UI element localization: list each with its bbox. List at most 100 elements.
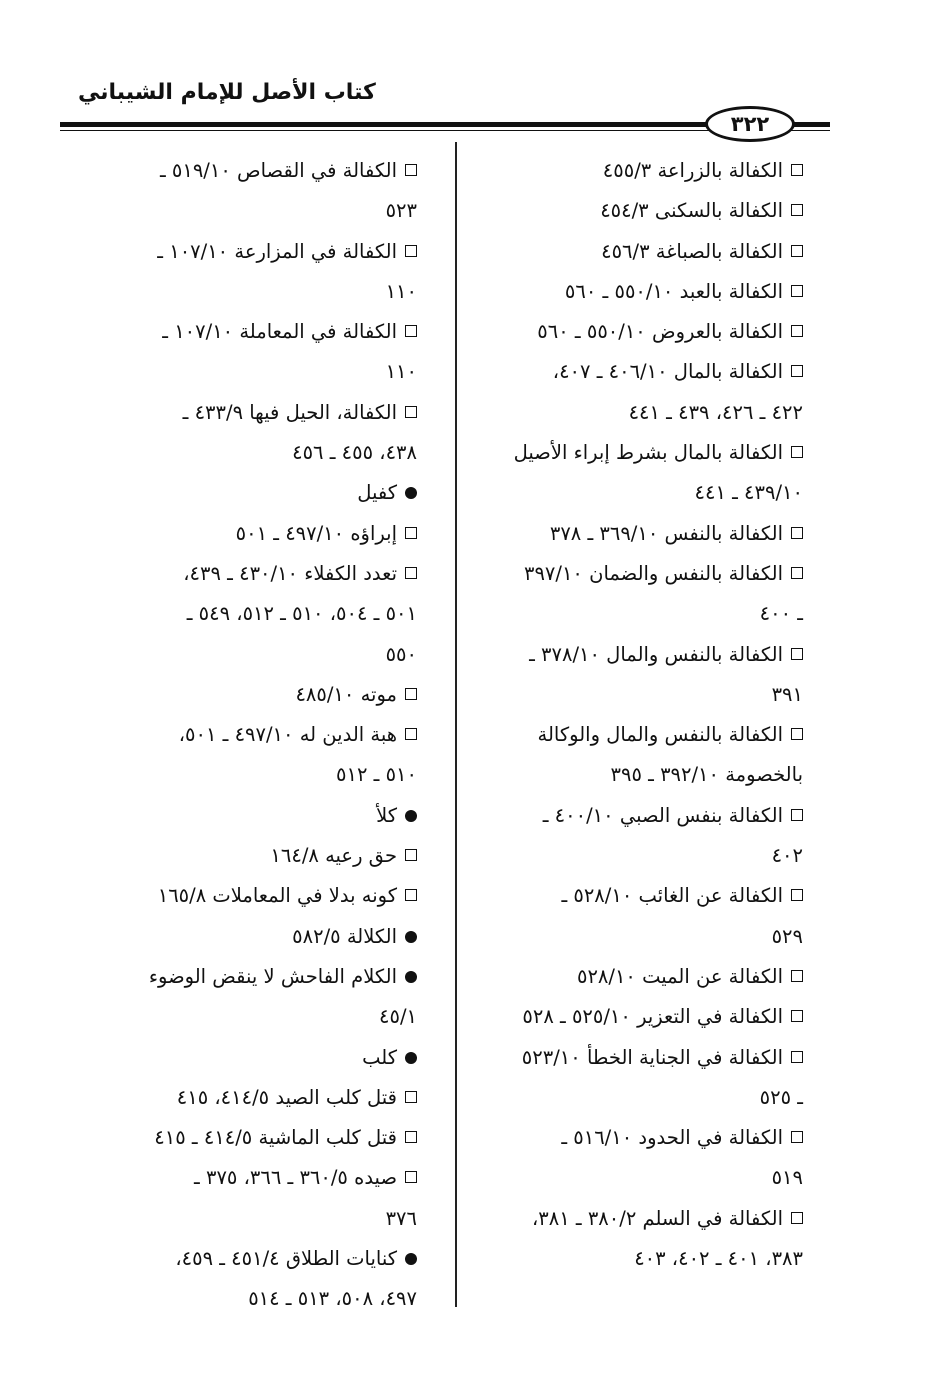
- entry-text: كفيل: [357, 481, 397, 505]
- entry-line: الكفالة في التعزير ٥٢٥/١٠ ـ ٥٢٨: [463, 1002, 803, 1042]
- index-heading: كلأ: [72, 801, 417, 841]
- entry-text: الكفالة بالنفس ٣٦٩/١٠ ـ ٣٧٨: [549, 521, 783, 545]
- entry-line: الكفالة بالعروض ٥٥٠/١٠ ـ ٥٦٠: [463, 317, 803, 357]
- entry-text: صيده ٣٦٠/٥ ـ ٣٦٦، ٣٧٥ ـ: [194, 1166, 397, 1190]
- bullet-square-icon: [791, 446, 803, 459]
- index-entry: الكفالة في المزارعة ١٠٧/١٠ ـ ١١٠: [72, 237, 417, 318]
- entry-text: الكفالة بالسكنى ٤٥٤/٣: [600, 199, 783, 223]
- entry-text: الكلام الفاحش لا ينقض الوضوء: [148, 964, 397, 988]
- entry-line: هبة الدين له ٤٩٧/١٠ ـ ٥٠١،: [72, 720, 417, 760]
- bullet-square-icon: [791, 1010, 803, 1023]
- entry-line: ٤٥/١: [72, 1002, 417, 1042]
- entry-text: كنايات الطلاق ٤٥١/٤ ـ ٤٥٩،: [175, 1247, 397, 1271]
- entry-text: الكفالة في السلم ٣٨٠/٢ ـ ٣٨١،: [531, 1206, 783, 1230]
- entry-line: ١١٠: [72, 357, 417, 397]
- entry-text: الكفالة في المزارعة ١٠٧/١٠ ـ: [157, 239, 397, 263]
- entry-text: الكفالة في القصاص ٥١٩/١٠ ـ: [159, 159, 397, 182]
- bullet-dot-icon: [405, 809, 417, 822]
- bullet-dot-icon: [405, 487, 417, 500]
- entry-line: ٥١٩: [463, 1163, 803, 1203]
- bullet-square-icon: [405, 849, 417, 862]
- index-entry: موته ٤٨٥/١٠: [72, 680, 417, 720]
- entry-text: الكفالة بالصباغة ٤٥٦/٣: [601, 239, 783, 263]
- entry-text: ١١٠: [385, 360, 417, 384]
- entry-line: ٣٩١: [463, 680, 803, 720]
- bullet-square-icon: [791, 365, 803, 378]
- entry-line: ٥٢٩: [463, 922, 803, 962]
- index-entry: كونه بدلا في المعاملات ١٦٥/٨: [72, 881, 417, 921]
- entry-text: إبراؤه ٤٩٧/١٠ ـ ٥٠١: [235, 521, 397, 545]
- bullet-dot-icon: [405, 1051, 417, 1064]
- entry-line: الكفالة في المزارعة ١٠٧/١٠ ـ: [72, 237, 417, 277]
- bullet-square-icon: [791, 164, 803, 176]
- header-rule-thin: [60, 130, 830, 131]
- entry-line: ـ ٤٠٠: [463, 599, 803, 639]
- bullet-square-icon: [791, 244, 803, 257]
- entry-text: ـ ٥٢٥: [759, 1085, 803, 1109]
- entry-line: الكفالة بنفس الصبي ٤٠٠/١٠ ـ: [463, 801, 803, 841]
- bullet-square-icon: [405, 889, 417, 902]
- entry-line: صيده ٣٦٠/٥ ـ ٣٦٦، ٣٧٥ ـ: [72, 1163, 417, 1203]
- entry-text: الكفالة بالنفس والضمان ٣٩٧/١٠: [523, 561, 783, 585]
- entry-text: الكفالة في الحدود ٥١٦/١٠ ـ: [561, 1126, 783, 1150]
- index-entry: الكفالة بالمال بشرط إبراء الأصيل ٤٣٩/١٠ ـ…: [463, 438, 803, 519]
- entry-line: الكفالة بالمال ٤٠٦/١٠ ـ ٤٠٧،: [463, 357, 803, 397]
- bullet-square-icon: [405, 566, 417, 579]
- entry-text: هبة الدين له ٤٩٧/١٠ ـ ٥٠١،: [178, 723, 397, 747]
- entry-line: قتل كلب الصيد ٤١٤/٥، ٤١٥: [72, 1083, 417, 1123]
- entry-line: تعدد الكفلاء ٤٣٠/١٠ ـ ٤٣٩،: [72, 559, 417, 599]
- bullet-square-icon: [405, 164, 417, 176]
- entry-line: الكفالة بالزراعة ٤٥٥/٣: [463, 156, 803, 196]
- page-number: ٣٢٢: [705, 106, 795, 142]
- entry-text: ٥٥٠: [385, 642, 417, 666]
- entry-line: الكفالة عن الغائب ٥٢٨/١٠ ـ: [463, 881, 803, 921]
- index-entry: الكفالة في الحدود ٥١٦/١٠ ـ ٥١٩: [463, 1123, 803, 1204]
- entry-text: الكفالة بالمال ٤٠٦/١٠ ـ ٤٠٧،: [552, 360, 783, 384]
- entry-line: ٤٣٩/١٠ ـ ٤٤١: [463, 478, 804, 518]
- entry-text: ٤٣٩/١٠ ـ ٤٤١: [694, 481, 804, 505]
- entry-text: ٤٢٢ ـ ٤٢٦، ٤٣٩ ـ ٤٤١: [628, 400, 803, 424]
- entry-text: الكفالة، الحيل فيها ٤٣٣/٩ ـ: [182, 400, 397, 424]
- bullet-square-icon: [791, 808, 803, 821]
- index-column-right: الكفالة بالزراعة ٤٥٥/٣ الكفالة بالسكنى ٤٥…: [463, 156, 803, 1284]
- index-entry: حق رعيه ١٦٤/٨: [72, 841, 417, 881]
- index-entry: الكفالة بالنفس والمال والوكالة بالخصومة ٣…: [463, 720, 803, 801]
- entry-text: الكفالة بالزراعة ٤٥٥/٣: [602, 159, 783, 182]
- entry-line: ـ ٥٢٥: [463, 1083, 803, 1123]
- entry-line: ٤٠٢: [463, 841, 803, 881]
- entry-line: الكفالة عن الميت ٥٢٨/١٠: [463, 962, 803, 1002]
- bullet-square-icon: [791, 1050, 803, 1063]
- index-heading: كنايات الطلاق ٤٥١/٤ ـ ٤٥٩، ٤٩٧، ٥٠٨، ٥١٣ …: [72, 1244, 417, 1325]
- entry-line: كلب: [72, 1043, 417, 1083]
- column-divider: [455, 142, 457, 1307]
- index-entry: قتل كلب الماشية ٤١٤/٥ ـ ٤١٥: [72, 1123, 417, 1163]
- bullet-square-icon: [791, 1131, 803, 1144]
- bullet-square-icon: [791, 889, 803, 902]
- entry-text: بالخصومة ٣٩٢/١٠ ـ ٣٩٥: [610, 763, 803, 787]
- index-entry: الكفالة بالصباغة ٤٥٦/٣: [463, 237, 803, 277]
- bullet-square-icon: [405, 687, 417, 700]
- bullet-square-icon: [791, 566, 803, 579]
- entry-text: الكفالة بالنفس والمال والوكالة: [537, 723, 783, 747]
- entry-text: ٥٢٣: [385, 199, 417, 223]
- entry-line: بالخصومة ٣٩٢/١٠ ـ ٣٩٥: [463, 760, 803, 800]
- entry-text: الكفالة في التعزير ٥٢٥/١٠ ـ ٥٢٨: [522, 1005, 783, 1029]
- index-heading: كلب: [72, 1043, 417, 1083]
- entry-line: الكفالة بالسكنى ٤٥٤/٣: [463, 196, 803, 236]
- entry-line: كنايات الطلاق ٤٥١/٤ ـ ٤٥٩،: [72, 1244, 417, 1284]
- entry-line: ٤٢٢ ـ ٤٢٦، ٤٣٩ ـ ٤٤١: [463, 398, 803, 438]
- entry-text: الكفالة بالنفس والمال ٣٧٨/١٠ ـ: [529, 642, 783, 666]
- index-entry: الكفالة، الحيل فيها ٤٣٣/٩ ـ ٤٣٨، ٤٥٥ ـ ٤٥…: [72, 398, 417, 479]
- entry-line: الكفالة بالنفس والضمان ٣٩٧/١٠: [463, 559, 803, 599]
- bullet-square-icon: [405, 1131, 417, 1144]
- index-entry: الكفالة بالسكنى ٤٥٤/٣: [463, 196, 803, 236]
- index-entry: الكفالة بالزراعة ٤٥٥/٣: [463, 156, 803, 196]
- entry-line: ٤٩٧، ٥٠٨، ٥١٣ ـ ٥١٤: [72, 1284, 417, 1324]
- bullet-square-icon: [405, 1090, 417, 1103]
- entry-line: ٣٧٦: [72, 1204, 417, 1244]
- entry-text: ٤٠٢: [771, 844, 803, 868]
- entry-line: كفيل: [72, 478, 417, 518]
- entry-text: الكفالة في المعاملة ١٠٧/١٠ ـ: [162, 320, 397, 344]
- entry-line: كلأ: [72, 801, 417, 841]
- header-rule-thick: [60, 122, 830, 127]
